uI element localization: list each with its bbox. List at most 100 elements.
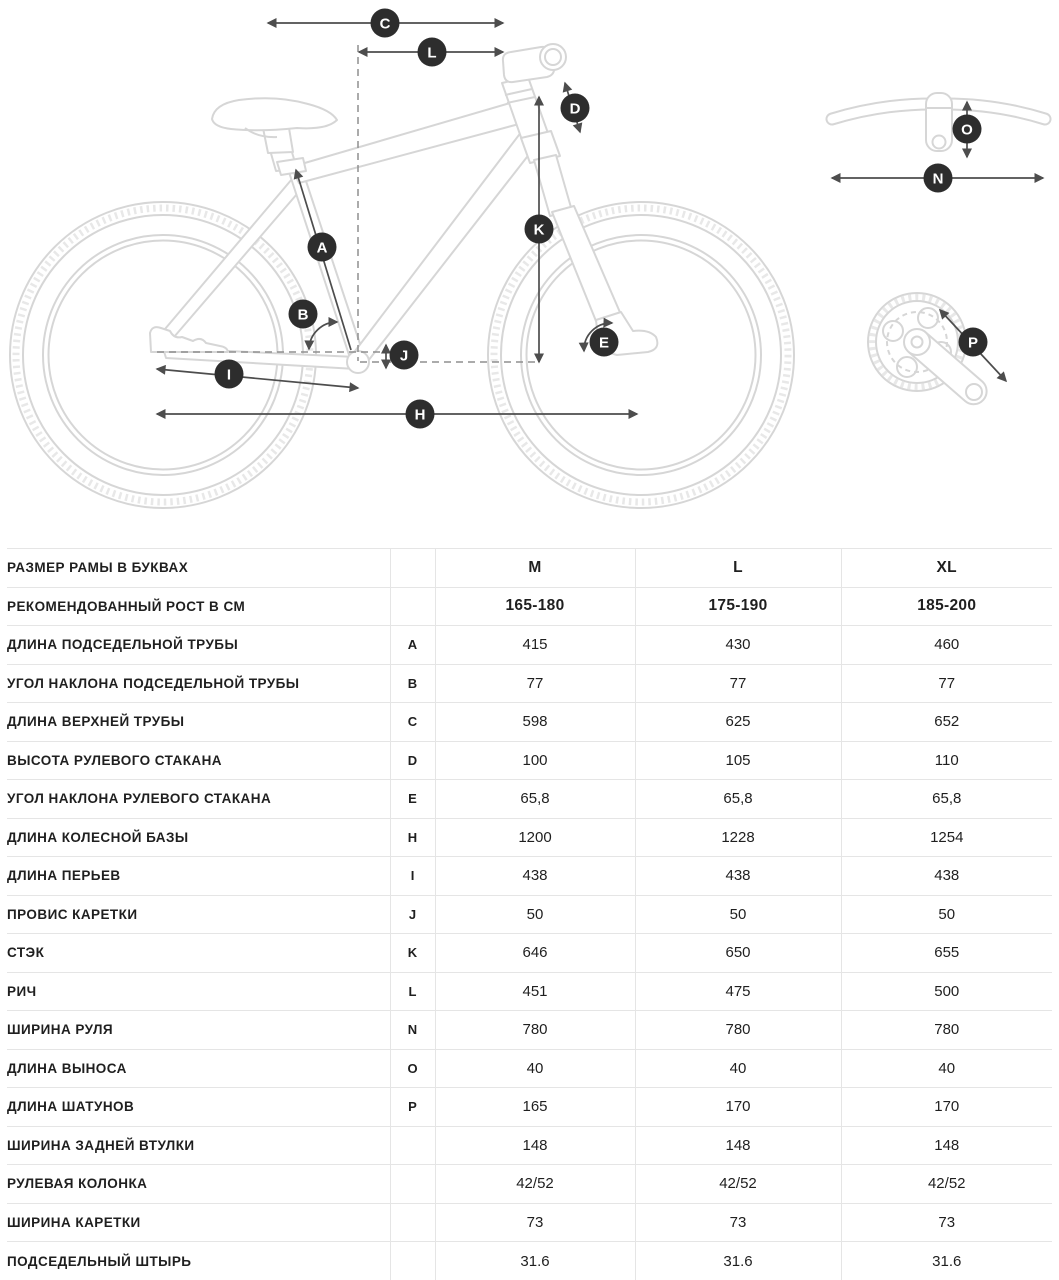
row-label: УГОЛ НАКЛОНА ПОДСЕДЕЛЬНОЙ ТРУБЫ (7, 663, 391, 703)
marker-o: O (952, 114, 982, 144)
marker-e: E (589, 327, 619, 357)
cell-value-m: 438 (435, 856, 636, 895)
svg-text:O: O (961, 121, 973, 138)
cell-value-l: 780 (635, 1010, 842, 1049)
rear-dropout (149, 326, 229, 353)
row-label: ДЛИНА ВЕРХНЕЙ ТРУБЫ (7, 702, 391, 741)
row-letter-badge: J (390, 894, 436, 934)
table-row: ДЛИНА ВЫНОСА O 40 40 40 (7, 1048, 1052, 1088)
cell-value-l: 77 (635, 663, 842, 703)
row-letter-badge: O (390, 1048, 436, 1088)
cell-value-xl: 460 (841, 625, 1052, 664)
cell-value-xl: 31.6 (841, 1241, 1052, 1280)
cell-value-m: 780 (435, 1010, 636, 1049)
cell-value-xl: 77 (841, 663, 1052, 703)
frame (149, 76, 550, 374)
row-letter-badge: N (390, 1010, 436, 1049)
cell-value-l: 31.6 (635, 1241, 842, 1280)
cell-value-l: 65,8 (635, 779, 842, 818)
svg-text:J: J (400, 347, 408, 364)
stem-and-bar (501, 43, 567, 84)
cell-value-l: 438 (635, 856, 842, 895)
seatpost-head (262, 127, 294, 154)
table-row: ВЫСОТА РУЛЕВОГО СТАКАНА D 100 105 110 (7, 740, 1052, 780)
table-row: ШИРИНА РУЛЯ N 780 780 780 (7, 1010, 1052, 1049)
svg-text:A: A (317, 239, 328, 256)
row-letter-badge: P (390, 1087, 436, 1126)
row-letter-badge: D (390, 740, 436, 780)
row-letter-badge: H (390, 817, 436, 857)
table-row: СТЭК K 646 650 655 (7, 933, 1052, 972)
table-row: РЕКОМЕНДОВАННЫЙ РОСТ В СМ 165-180 175-190 1… (7, 586, 1052, 626)
cell-value-m: 165 (435, 1087, 636, 1126)
row-label: РИЧ (7, 971, 391, 1011)
marker-c: C (370, 8, 400, 38)
cell-value-l: 42/52 (635, 1164, 842, 1203)
svg-text:I: I (227, 366, 231, 383)
cell-value-l: 40 (635, 1048, 842, 1088)
cell-value-m: 646 (435, 933, 636, 972)
svg-text:C: C (380, 15, 391, 32)
geometry-svg: C L D A K B J E I H O N P (9, 8, 1052, 509)
cell-value-xl: 655 (841, 933, 1052, 972)
cell-value-xl: 780 (841, 1010, 1052, 1049)
cell-value-xl: 652 (841, 702, 1052, 741)
cell-value-m: 165-180 (435, 586, 636, 626)
table-row: РИЧ L 451 475 500 (7, 971, 1052, 1011)
cell-value-m: 451 (435, 971, 636, 1011)
svg-text:D: D (570, 100, 581, 117)
marker-l: L (417, 37, 447, 67)
row-label: ПОДСЕДЕЛЬНЫЙ ШТЫРЬ (7, 1241, 391, 1280)
row-label: РАЗМЕР РАМЫ В БУКВАХ (7, 548, 391, 587)
arrow-b (304, 317, 339, 351)
handlebar-top-view (825, 92, 1052, 152)
row-label: ДЛИНА ПОДСЕДЕЛЬНОЙ ТРУБЫ (7, 625, 391, 664)
cell-value-m: 1200 (435, 817, 636, 857)
table-row: ШИРИНА КАРЕТКИ 73 73 73 (7, 1202, 1052, 1242)
row-label: ШИРИНА РУЛЯ (7, 1010, 391, 1049)
cell-value-l: 625 (635, 702, 842, 741)
cell-value-m: 42/52 (435, 1164, 636, 1203)
row-letter-badge (390, 1241, 436, 1280)
cell-value-m: 415 (435, 625, 636, 664)
svg-text:B: B (298, 306, 309, 323)
cell-value-l: 475 (635, 971, 842, 1011)
table-row: ДЛИНА КОЛЕСНОЙ БАЗЫ H 1200 1228 1254 (7, 817, 1052, 857)
row-letter-badge (390, 1125, 436, 1165)
row-label: ДЛИНА ПЕРЬЕВ (7, 856, 391, 895)
cell-value-xl: XL (841, 548, 1052, 587)
table-row: ДЛИНА ВЕРХНЕЙ ТРУБЫ C 598 625 652 (7, 702, 1052, 741)
marker-k: K (524, 214, 554, 244)
marker-i: I (214, 359, 244, 389)
geometry-table-body: РАЗМЕР РАМЫ В БУКВАХ M L XL РЕКОМЕНДОВАННЫЙ … (7, 548, 1052, 1280)
cell-value-l: 650 (635, 933, 842, 972)
cell-value-l: 73 (635, 1202, 842, 1242)
row-label: СТЭК (7, 933, 391, 972)
row-letter-badge: B (390, 663, 436, 703)
cell-value-m: 598 (435, 702, 636, 741)
cell-value-m: 31.6 (435, 1241, 636, 1280)
cell-value-xl: 170 (841, 1087, 1052, 1126)
cell-value-m: 65,8 (435, 779, 636, 818)
row-letter-badge: C (390, 702, 436, 741)
cell-value-l: L (635, 548, 842, 587)
table-row: ПОДСЕДЕЛЬНЫЙ ШТЫРЬ 31.6 31.6 31.6 (7, 1241, 1052, 1280)
cell-value-l: 1228 (635, 817, 842, 857)
table-row: РУЛЕВАЯ КОЛОНКА 42/52 42/52 42/52 (7, 1164, 1052, 1203)
cell-value-xl: 50 (841, 894, 1052, 934)
table-row: ДЛИНА ПОДСЕДЕЛЬНОЙ ТРУБЫ A 415 430 460 (7, 625, 1052, 664)
cell-value-l: 175-190 (635, 586, 842, 626)
geometry-table: РАЗМЕР РАМЫ В БУКВАХ M L XL РЕКОМЕНДОВАННЫЙ … (7, 548, 1052, 1280)
cell-value-l: 148 (635, 1125, 842, 1165)
marker-d: D (560, 93, 590, 123)
cell-value-xl: 110 (841, 740, 1052, 780)
marker-a: A (307, 232, 337, 262)
row-letter-badge (390, 1164, 436, 1203)
svg-text:L: L (427, 44, 436, 61)
marker-p: P (958, 327, 988, 357)
table-row: ШИРИНА ЗАДНЕЙ ВТУЛКИ 148 148 148 (7, 1125, 1052, 1165)
arrow-e (578, 317, 614, 353)
dimension-markers: C L D A K B J E I H O N P (214, 8, 988, 429)
cell-value-xl: 65,8 (841, 779, 1052, 818)
row-letter-badge: I (390, 856, 436, 895)
